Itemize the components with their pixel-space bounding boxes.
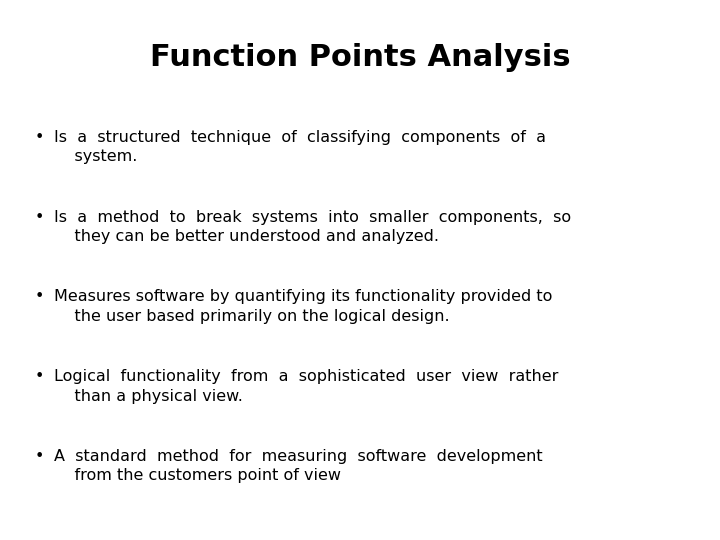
Text: •: • <box>35 449 44 464</box>
Text: •: • <box>35 369 44 384</box>
Text: Measures software by quantifying its functionality provided to
    the user base: Measures software by quantifying its fun… <box>54 289 552 323</box>
Text: A  standard  method  for  measuring  software  development
    from the customer: A standard method for measuring software… <box>54 449 543 483</box>
Text: Function Points Analysis: Function Points Analysis <box>150 43 570 72</box>
Text: Logical  functionality  from  a  sophisticated  user  view  rather
    than a ph: Logical functionality from a sophisticat… <box>54 369 559 403</box>
Text: Is  a  structured  technique  of  classifying  components  of  a
    system.: Is a structured technique of classifying… <box>54 130 546 164</box>
Text: Is  a  method  to  break  systems  into  smaller  components,  so
    they can b: Is a method to break systems into smalle… <box>54 210 571 244</box>
Text: •: • <box>35 130 44 145</box>
Text: •: • <box>35 210 44 225</box>
Text: •: • <box>35 289 44 305</box>
